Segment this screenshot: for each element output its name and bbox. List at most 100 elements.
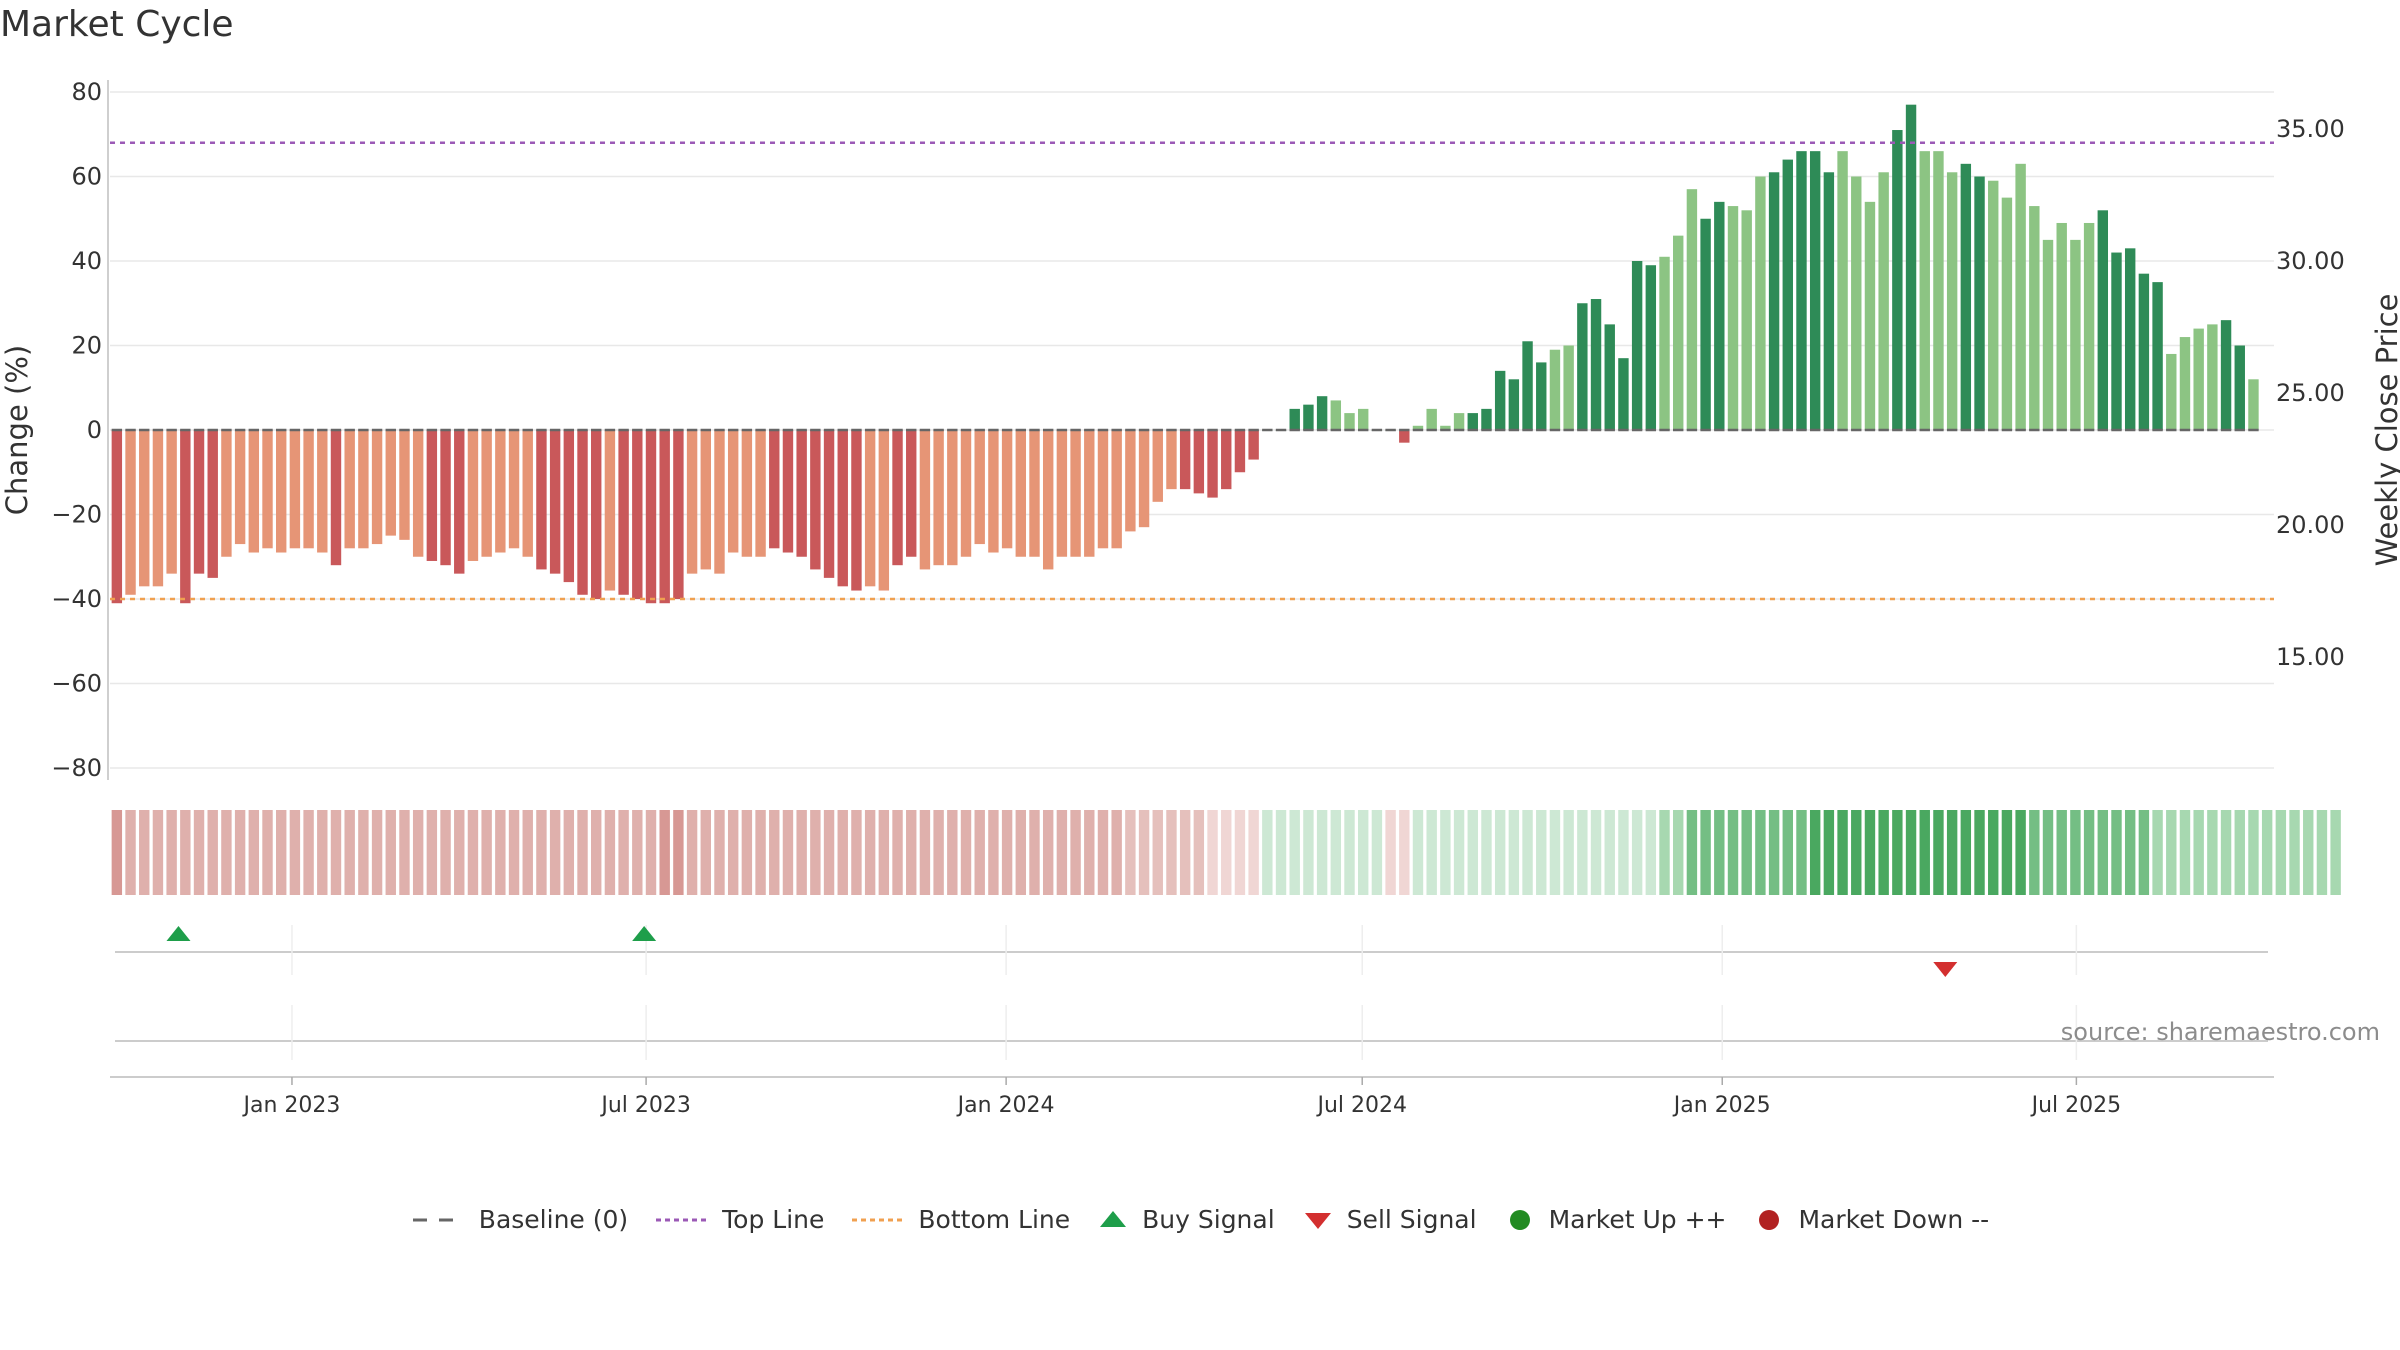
strength-cell <box>221 810 232 895</box>
dash-line-icon <box>412 1218 465 1221</box>
legend-market-up[interactable]: Market Up ++ <box>1503 1205 1727 1234</box>
strength-cell <box>2138 810 2150 895</box>
change-bar <box>988 430 999 553</box>
change-bar <box>1330 400 1342 430</box>
right-tick-label: 15.00 <box>2276 643 2345 671</box>
strength-cell <box>1549 810 1561 895</box>
change-bar <box>1988 180 1999 430</box>
change-bar <box>2248 379 2259 430</box>
strength-cell <box>1042 810 1054 895</box>
strength-cell <box>947 810 958 895</box>
change-bar <box>426 430 438 561</box>
change-bar <box>1248 430 1259 460</box>
change-bar <box>1056 430 1068 557</box>
change-bar <box>330 430 342 566</box>
legend-market-down[interactable]: Market Down -- <box>1752 1205 1989 1234</box>
strength-cell <box>358 810 369 895</box>
strength-cell <box>1809 810 1821 895</box>
strength-cell <box>1823 810 1835 895</box>
cycle-strength-strip <box>111 810 2341 895</box>
left-tick-label: 80 <box>71 78 102 106</box>
change-bar <box>1179 430 1191 490</box>
strength-cell <box>1303 810 1314 895</box>
strength-cell <box>2316 810 2328 895</box>
strength-cell <box>2289 810 2300 895</box>
legend-market-up-label: Market Up ++ <box>1548 1205 1727 1234</box>
strength-cell <box>906 810 917 895</box>
strength-cell <box>810 810 821 895</box>
legend-bottom-line[interactable]: Bottom Line <box>850 1205 1070 1234</box>
change-bar <box>2029 206 2040 430</box>
change-bar <box>481 430 492 557</box>
strength-cell <box>1001 810 1013 895</box>
legend-baseline[interactable]: Baseline (0) <box>411 1205 628 1234</box>
legend-sell-signal[interactable]: Sell Signal <box>1301 1205 1477 1234</box>
strength-cell <box>1179 810 1191 895</box>
left-tick-label: 60 <box>71 163 102 191</box>
change-bar <box>1522 341 1533 430</box>
strength-cell <box>1741 810 1752 895</box>
change-bar <box>1357 408 1369 430</box>
strength-cell <box>864 810 876 895</box>
strength-cell <box>659 810 670 895</box>
change-bar <box>878 430 890 591</box>
strength-cell <box>741 810 753 895</box>
change-bar <box>1590 299 1602 430</box>
change-bar <box>1700 218 1711 430</box>
strength-cell <box>1111 810 1122 895</box>
strength-cell <box>1166 810 1177 895</box>
strength-cell <box>1673 810 1684 895</box>
x-axis: Jan 2023 Jul 2023 Jan 2024 Jul 2024 Jan 2025… <box>110 1076 2274 1118</box>
change-bar <box>1659 256 1670 430</box>
left-tick-label: 40 <box>71 247 102 275</box>
change-bar <box>577 430 588 595</box>
change-bar <box>522 430 533 557</box>
right-tick-label: 25.00 <box>2276 379 2345 407</box>
change-bar <box>1467 413 1478 430</box>
change-bar <box>2056 222 2067 430</box>
strength-cell <box>1426 810 1437 895</box>
strength-cell <box>1344 810 1355 895</box>
strength-cell <box>2070 810 2081 895</box>
change-bar <box>234 430 246 545</box>
change-bar <box>659 430 670 604</box>
strength-cell <box>317 810 328 895</box>
chart-title: Market Cycle <box>0 4 234 45</box>
strength-cell <box>1152 810 1163 895</box>
change-bar <box>796 430 807 557</box>
change-bar <box>1508 379 1520 430</box>
strength-cell <box>1878 810 1889 895</box>
left-tick-label: −60 <box>51 670 102 698</box>
strength-cell <box>2111 810 2122 895</box>
strength-cell <box>933 810 944 895</box>
strength-cell <box>234 810 246 895</box>
change-bar <box>1536 362 1547 430</box>
strength-cell <box>591 810 602 895</box>
right-tick-label: 20.00 <box>2276 511 2345 539</box>
change-bar <box>1494 370 1506 430</box>
change-bar <box>974 430 985 545</box>
change-bar <box>454 430 465 574</box>
strength-cell <box>1988 810 1999 895</box>
change-bar <box>755 430 766 557</box>
change-bar <box>1631 261 1643 430</box>
change-bar <box>769 430 780 549</box>
change-bar <box>2015 163 2026 430</box>
strength-cell <box>303 810 314 895</box>
change-bar <box>440 430 451 566</box>
change-bar <box>1015 430 1027 557</box>
legend-top-line[interactable]: Top Line <box>654 1205 824 1234</box>
legend-buy-signal[interactable]: Buy Signal <box>1096 1205 1275 1234</box>
change-bar <box>221 430 232 557</box>
change-bar <box>1823 172 1835 430</box>
change-bar <box>1453 413 1465 430</box>
change-bar <box>1946 172 1958 430</box>
strength-cell <box>2193 810 2204 895</box>
strength-cell <box>1590 810 1602 895</box>
strength-cell <box>1234 810 1246 895</box>
strength-cell <box>2207 810 2218 895</box>
strength-cell <box>714 810 725 895</box>
change-bar <box>727 430 739 553</box>
change-bar <box>1905 104 1917 431</box>
